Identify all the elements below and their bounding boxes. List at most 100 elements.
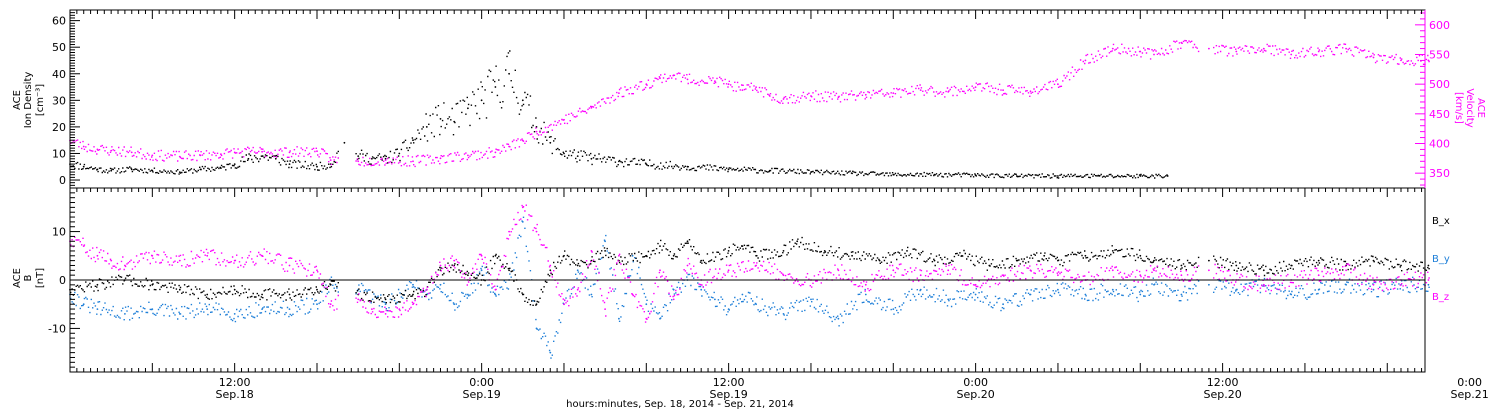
data-point-velocity-50 xyxy=(1180,41,1183,44)
data-point-bx-48 xyxy=(1057,259,1059,262)
top-panel-marks xyxy=(69,39,1430,179)
data-point-bx-46 xyxy=(1015,259,1018,262)
data-point-density-32 xyxy=(563,152,565,155)
data-point-bz-13 xyxy=(357,298,360,301)
data-point-by-7 xyxy=(233,313,236,315)
data-point-bz-40 xyxy=(755,264,757,267)
data-point-bz-14 xyxy=(371,308,373,310)
data-point-bx-5 xyxy=(206,293,209,296)
bottom-left-ylabel-line1: ACE xyxy=(12,268,23,288)
data-point-by-43 xyxy=(864,293,867,296)
data-point-cluster-bz-11 xyxy=(1307,263,1418,292)
data-point-bx-34 xyxy=(727,250,730,252)
bottom-left-ylabel-line3: [nT] xyxy=(35,268,46,288)
data-point-by-53 xyxy=(1139,293,1142,296)
data-point-velocity-1 xyxy=(82,145,85,148)
data-point-velocity-18 xyxy=(467,154,469,157)
x-tick-time-label: 12:00 xyxy=(1207,376,1239,389)
data-point-bx-49 xyxy=(1084,254,1087,257)
data-point-by-42 xyxy=(837,317,840,320)
series-velocity xyxy=(69,39,1430,168)
data-point-velocity-3 xyxy=(110,149,113,152)
data-point-density-2 xyxy=(96,168,99,171)
data-point-density-28 xyxy=(508,72,510,75)
data-point-bz-37 xyxy=(686,264,689,267)
data-point-bz-9 xyxy=(261,254,263,257)
data-point-velocity-46 xyxy=(1084,59,1087,62)
data-point-velocity-23 xyxy=(563,118,565,121)
data-point-density-23 xyxy=(439,118,442,120)
data-point-by-23 xyxy=(535,327,538,330)
data-point-density-7 xyxy=(199,168,202,171)
x-tick-date-label: Sep.20 xyxy=(957,388,995,401)
data-point-velocity-4 xyxy=(130,151,133,154)
data-point-by-3 xyxy=(124,313,126,315)
top-left-tick-label: 50 xyxy=(52,41,66,54)
data-point-bx-12 xyxy=(384,298,387,301)
top-left-ylabel-line3: [cm⁻³] xyxy=(35,84,46,116)
data-point-bz-51 xyxy=(1057,274,1059,277)
data-point-cluster-bz-7 xyxy=(854,263,965,292)
data-point-density-43 xyxy=(933,173,936,176)
data-point-bz-65 xyxy=(1427,279,1430,281)
legend-by: B_y xyxy=(1432,254,1450,265)
top-right-ylabel-line2: Velocity xyxy=(1464,88,1475,127)
data-point-velocity-44 xyxy=(1029,90,1032,93)
data-point-by-18 xyxy=(467,293,469,296)
data-point-bz-24 xyxy=(508,230,510,233)
x-tick-time-label: 12:00 xyxy=(219,376,251,389)
data-point-by-59 xyxy=(1290,293,1293,296)
data-point-bz-25 xyxy=(521,206,524,209)
data-point-bz-34 xyxy=(645,317,648,320)
data-point-bx-60 xyxy=(1372,259,1375,262)
data-point-bz-19 xyxy=(439,264,442,267)
data-point-density-29 xyxy=(521,99,524,102)
data-point-by-35 xyxy=(700,288,703,291)
data-point-bz-56 xyxy=(1180,274,1183,277)
data-point-bx-23 xyxy=(549,269,552,272)
data-point-bx-33 xyxy=(700,259,703,262)
data-point-bx-20 xyxy=(508,269,510,272)
data-point-by-5 xyxy=(178,313,181,315)
data-point-cluster-density-4 xyxy=(525,93,636,168)
data-point-bx-1 xyxy=(96,283,99,286)
data-point-cluster-velocity-5 xyxy=(635,72,746,92)
data-point-cluster-density-6 xyxy=(745,167,855,176)
x-tick-time-label: 0:00 xyxy=(963,376,988,389)
data-point-cluster-density-5 xyxy=(635,158,746,173)
data-point-density-5 xyxy=(151,169,154,172)
data-point-cluster-bz-4 xyxy=(525,204,636,317)
data-point-by-29 xyxy=(618,317,620,320)
data-point-bx-10 xyxy=(329,283,332,286)
data-point-density-8 xyxy=(220,167,222,170)
data-point-by-28 xyxy=(604,240,606,243)
data-point-bx-53 xyxy=(1180,264,1183,267)
data-point-density-46 xyxy=(1057,175,1059,177)
data-point-cluster-density-3 xyxy=(415,50,526,142)
data-point-bx-56 xyxy=(1262,269,1265,272)
data-point-bx-38 xyxy=(796,240,799,243)
data-point-by-1 xyxy=(82,303,85,306)
data-point-velocity-47 xyxy=(1111,47,1114,50)
data-point-velocity-15 xyxy=(384,159,387,162)
data-point-bz-61 xyxy=(1317,274,1320,277)
data-point-velocity-38 xyxy=(864,93,867,96)
data-point-by-37 xyxy=(727,308,730,310)
data-point-density-16 xyxy=(343,141,346,144)
data-point-velocity-28 xyxy=(672,74,675,77)
data-point-bx-44 xyxy=(961,254,963,257)
data-point-bx-52 xyxy=(1153,259,1155,262)
data-point-by-48 xyxy=(1002,303,1004,306)
data-point-by-55 xyxy=(1180,293,1183,296)
data-point-bx-30 xyxy=(659,245,661,248)
data-point-by-38 xyxy=(741,293,744,296)
data-point-by-51 xyxy=(1084,293,1087,296)
data-point-bz-1 xyxy=(82,245,85,248)
data-point-bz-57 xyxy=(1208,269,1210,272)
data-point-bz-16 xyxy=(398,308,401,310)
data-point-density-6 xyxy=(178,171,181,174)
data-point-bx-39 xyxy=(823,250,826,252)
data-point-by-31 xyxy=(645,303,648,306)
data-point-velocity-35 xyxy=(782,98,785,100)
data-point-velocity-22 xyxy=(535,130,538,133)
